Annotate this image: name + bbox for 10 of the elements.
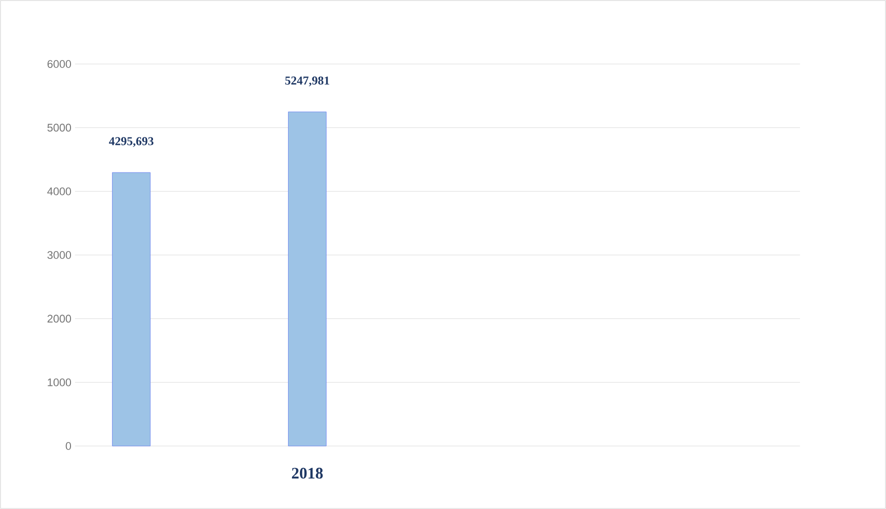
y-tick-label: 4000 bbox=[47, 187, 72, 196]
y-tick-label: 1000 bbox=[48, 378, 72, 386]
x-tick-label: 2018 bbox=[292, 468, 323, 479]
data-label: 5247,981 bbox=[285, 76, 330, 86]
y-tick-label: 5000 bbox=[47, 124, 72, 132]
y-tick-label: 6000 bbox=[48, 60, 72, 68]
y-tick-label: 3000 bbox=[47, 251, 72, 259]
y-tick-label: 0 bbox=[66, 442, 72, 450]
y-tick-label: 2000 bbox=[48, 314, 72, 323]
data-label: 4295,693 bbox=[108, 137, 154, 147]
